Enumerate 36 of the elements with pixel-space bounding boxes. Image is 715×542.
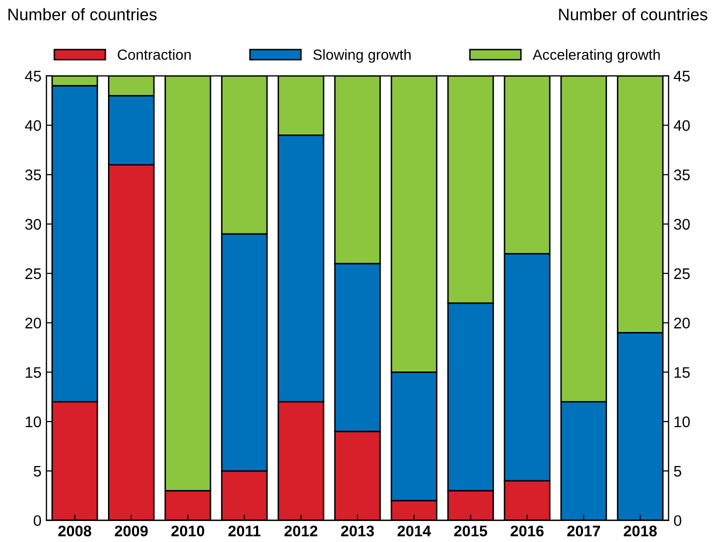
y2-tick-label: 15 bbox=[674, 367, 690, 378]
y2-tick-label: 30 bbox=[674, 218, 690, 230]
y2-tick-label: 5 bbox=[674, 466, 682, 477]
y-tick-label: 45 bbox=[24, 70, 41, 82]
x-tick-label: 2009 bbox=[114, 526, 148, 536]
x-tick-label: 2013 bbox=[341, 526, 374, 536]
y-tick-label: 10 bbox=[26, 416, 42, 428]
y2-tick-label: 40 bbox=[674, 120, 690, 131]
y2-axis-title: Number of countries bbox=[559, 8, 708, 20]
x-tick-label: 2010 bbox=[171, 526, 204, 536]
y-tick-label: 40 bbox=[24, 120, 42, 131]
y2-tick-label: 20 bbox=[674, 318, 690, 328]
x-tick-label: 2011 bbox=[228, 526, 261, 536]
x-tick-label: 2008 bbox=[58, 526, 92, 536]
y-tick-label: 5 bbox=[34, 466, 41, 477]
legend-label: Accelerating growth bbox=[532, 49, 660, 63]
y-tick-label: 35 bbox=[25, 170, 41, 180]
y2-tick-label: 35 bbox=[674, 170, 690, 180]
y-tick-label: 25 bbox=[25, 268, 41, 280]
x-tick-label: 2018 bbox=[624, 526, 657, 536]
y2-tick-label: 10 bbox=[674, 416, 690, 428]
x-tick-label: 2016 bbox=[510, 526, 544, 536]
y-tick-label: 30 bbox=[25, 218, 42, 230]
legend-label: Contraction bbox=[118, 49, 191, 60]
x-tick-label: 2014 bbox=[398, 526, 431, 536]
y-tick-label: 20 bbox=[25, 318, 42, 328]
y-tick-label: 0 bbox=[34, 515, 42, 526]
x-tick-label: 2012 bbox=[284, 526, 318, 536]
legend-label: Slowing growth bbox=[313, 49, 411, 63]
x-tick-label: 2015 bbox=[454, 526, 488, 536]
y-tick-label: 15 bbox=[26, 367, 41, 378]
y-axis-title: Number of countries bbox=[8, 8, 157, 20]
y2-tick-label: 0 bbox=[674, 515, 682, 526]
x-tick-label: 2017 bbox=[567, 526, 600, 536]
y2-tick-label: 45 bbox=[674, 70, 690, 82]
y2-tick-label: 25 bbox=[674, 268, 690, 280]
